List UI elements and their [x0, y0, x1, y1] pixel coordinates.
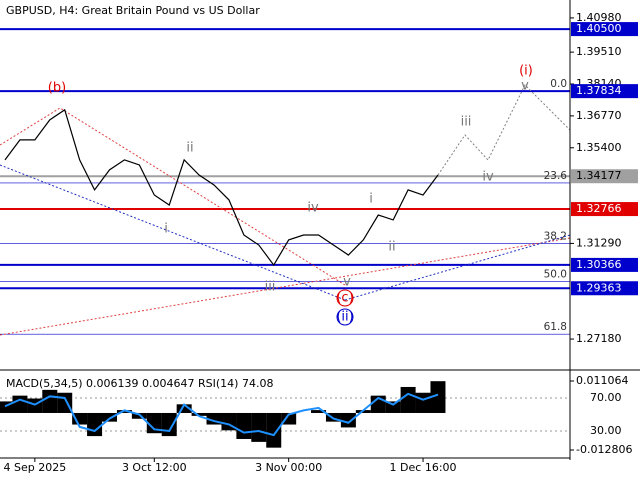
macd-bar	[206, 412, 222, 425]
macd-bar	[400, 386, 416, 413]
macd-bar	[146, 412, 162, 434]
macd-bar	[72, 412, 88, 425]
macd-bar	[430, 381, 446, 413]
wave-label: ii	[186, 141, 193, 156]
indicator-label: MACD(5,34,5) 0.006139 0.004647 RSI(14) 7…	[6, 377, 273, 390]
macd-bar	[311, 410, 327, 413]
y2-tick-label: 70.00	[590, 391, 622, 404]
wave-label: iv	[482, 170, 494, 185]
fib-label: 23.6	[544, 170, 568, 182]
wave-label: v	[343, 275, 351, 290]
y-tick-label: 1.40980	[576, 11, 622, 24]
price-tag-label: 1.40500	[576, 22, 622, 35]
macd-bar	[42, 389, 58, 413]
macd-bar	[236, 412, 252, 439]
price-tag	[571, 22, 638, 37]
price-tag	[571, 169, 638, 184]
macd-bar	[325, 412, 341, 422]
wave-labels: (b) (c) (ii) (i) i ii iii iv v i ii iii …	[48, 64, 533, 326]
wave-label: iii	[461, 115, 472, 130]
projection-line	[437, 84, 571, 176]
wave-circle	[336, 308, 354, 326]
macd-bar	[251, 412, 267, 442]
y-tick-label: 1.31290	[576, 236, 622, 249]
wave-label: (b)	[48, 81, 66, 96]
trend-line	[0, 164, 346, 301]
wave-label: (ii)	[336, 310, 353, 325]
macd-bar	[340, 412, 356, 428]
macd-bar	[191, 412, 207, 416]
y-tick-label: 1.39510	[576, 45, 622, 58]
y-tick-label: -0.012806	[576, 443, 632, 456]
price-tag-label: 1.29363	[576, 281, 622, 294]
macd-bar	[176, 404, 192, 413]
macd-bar	[116, 410, 132, 413]
wave-label: iv	[307, 201, 319, 216]
wave-label: i	[164, 222, 168, 237]
price-tag-label: 1.32766	[576, 202, 622, 215]
macd-bar	[0, 401, 13, 413]
fib-label: 0.0	[550, 78, 567, 90]
chart-title: GBPUSD, H4: Great Britain Pound vs US Do…	[6, 4, 260, 17]
price-tag	[571, 281, 638, 296]
fib-label: 50.0	[544, 268, 567, 280]
macd-bar	[102, 412, 118, 422]
macd-bar	[266, 412, 282, 448]
price-line	[4, 108, 439, 267]
macd-bar	[12, 395, 28, 413]
fib-label: 61.8	[544, 321, 567, 333]
y-tick-label: 1.35400	[576, 141, 622, 154]
macd-bar	[415, 392, 431, 413]
price-tag	[571, 202, 638, 217]
trend-line	[344, 234, 571, 301]
macd-bar	[161, 412, 177, 437]
wave-label: i	[369, 192, 373, 207]
x-tick-label: 3 Nov 00:00	[255, 461, 322, 474]
wave-circle	[336, 289, 354, 307]
price-tag	[571, 257, 638, 272]
x-tick-label: 4 Sep 2025	[4, 461, 67, 474]
trend-line	[0, 237, 571, 336]
macd-bar	[385, 401, 401, 413]
price-tag-label: 1.30366	[576, 258, 622, 271]
rsi-line	[4, 392, 439, 437]
y2-tick-label: 30.00	[590, 424, 622, 437]
price-tag	[571, 84, 638, 99]
fib-label: 38.2	[544, 230, 567, 242]
macd-bar	[281, 412, 297, 425]
y-tick-label: 0.011064	[576, 374, 629, 387]
x-tick-label: 1 Dec 16:00	[390, 461, 457, 474]
wave-label: v	[521, 79, 529, 94]
price-tag-label: 1.37834	[576, 84, 622, 97]
x-tick-label: 3 Oct 12:00	[122, 461, 187, 474]
y-tick-label: 1.27180	[576, 332, 622, 345]
wave-label: (c)	[336, 291, 353, 306]
price-tag-label: 1.34177	[576, 169, 622, 182]
macd-bar	[87, 412, 103, 437]
wave-label: iii	[265, 280, 276, 295]
wave-label: ii	[388, 240, 395, 255]
wave-label: (i)	[519, 64, 533, 79]
y-tick-label: 1.36770	[576, 109, 622, 122]
